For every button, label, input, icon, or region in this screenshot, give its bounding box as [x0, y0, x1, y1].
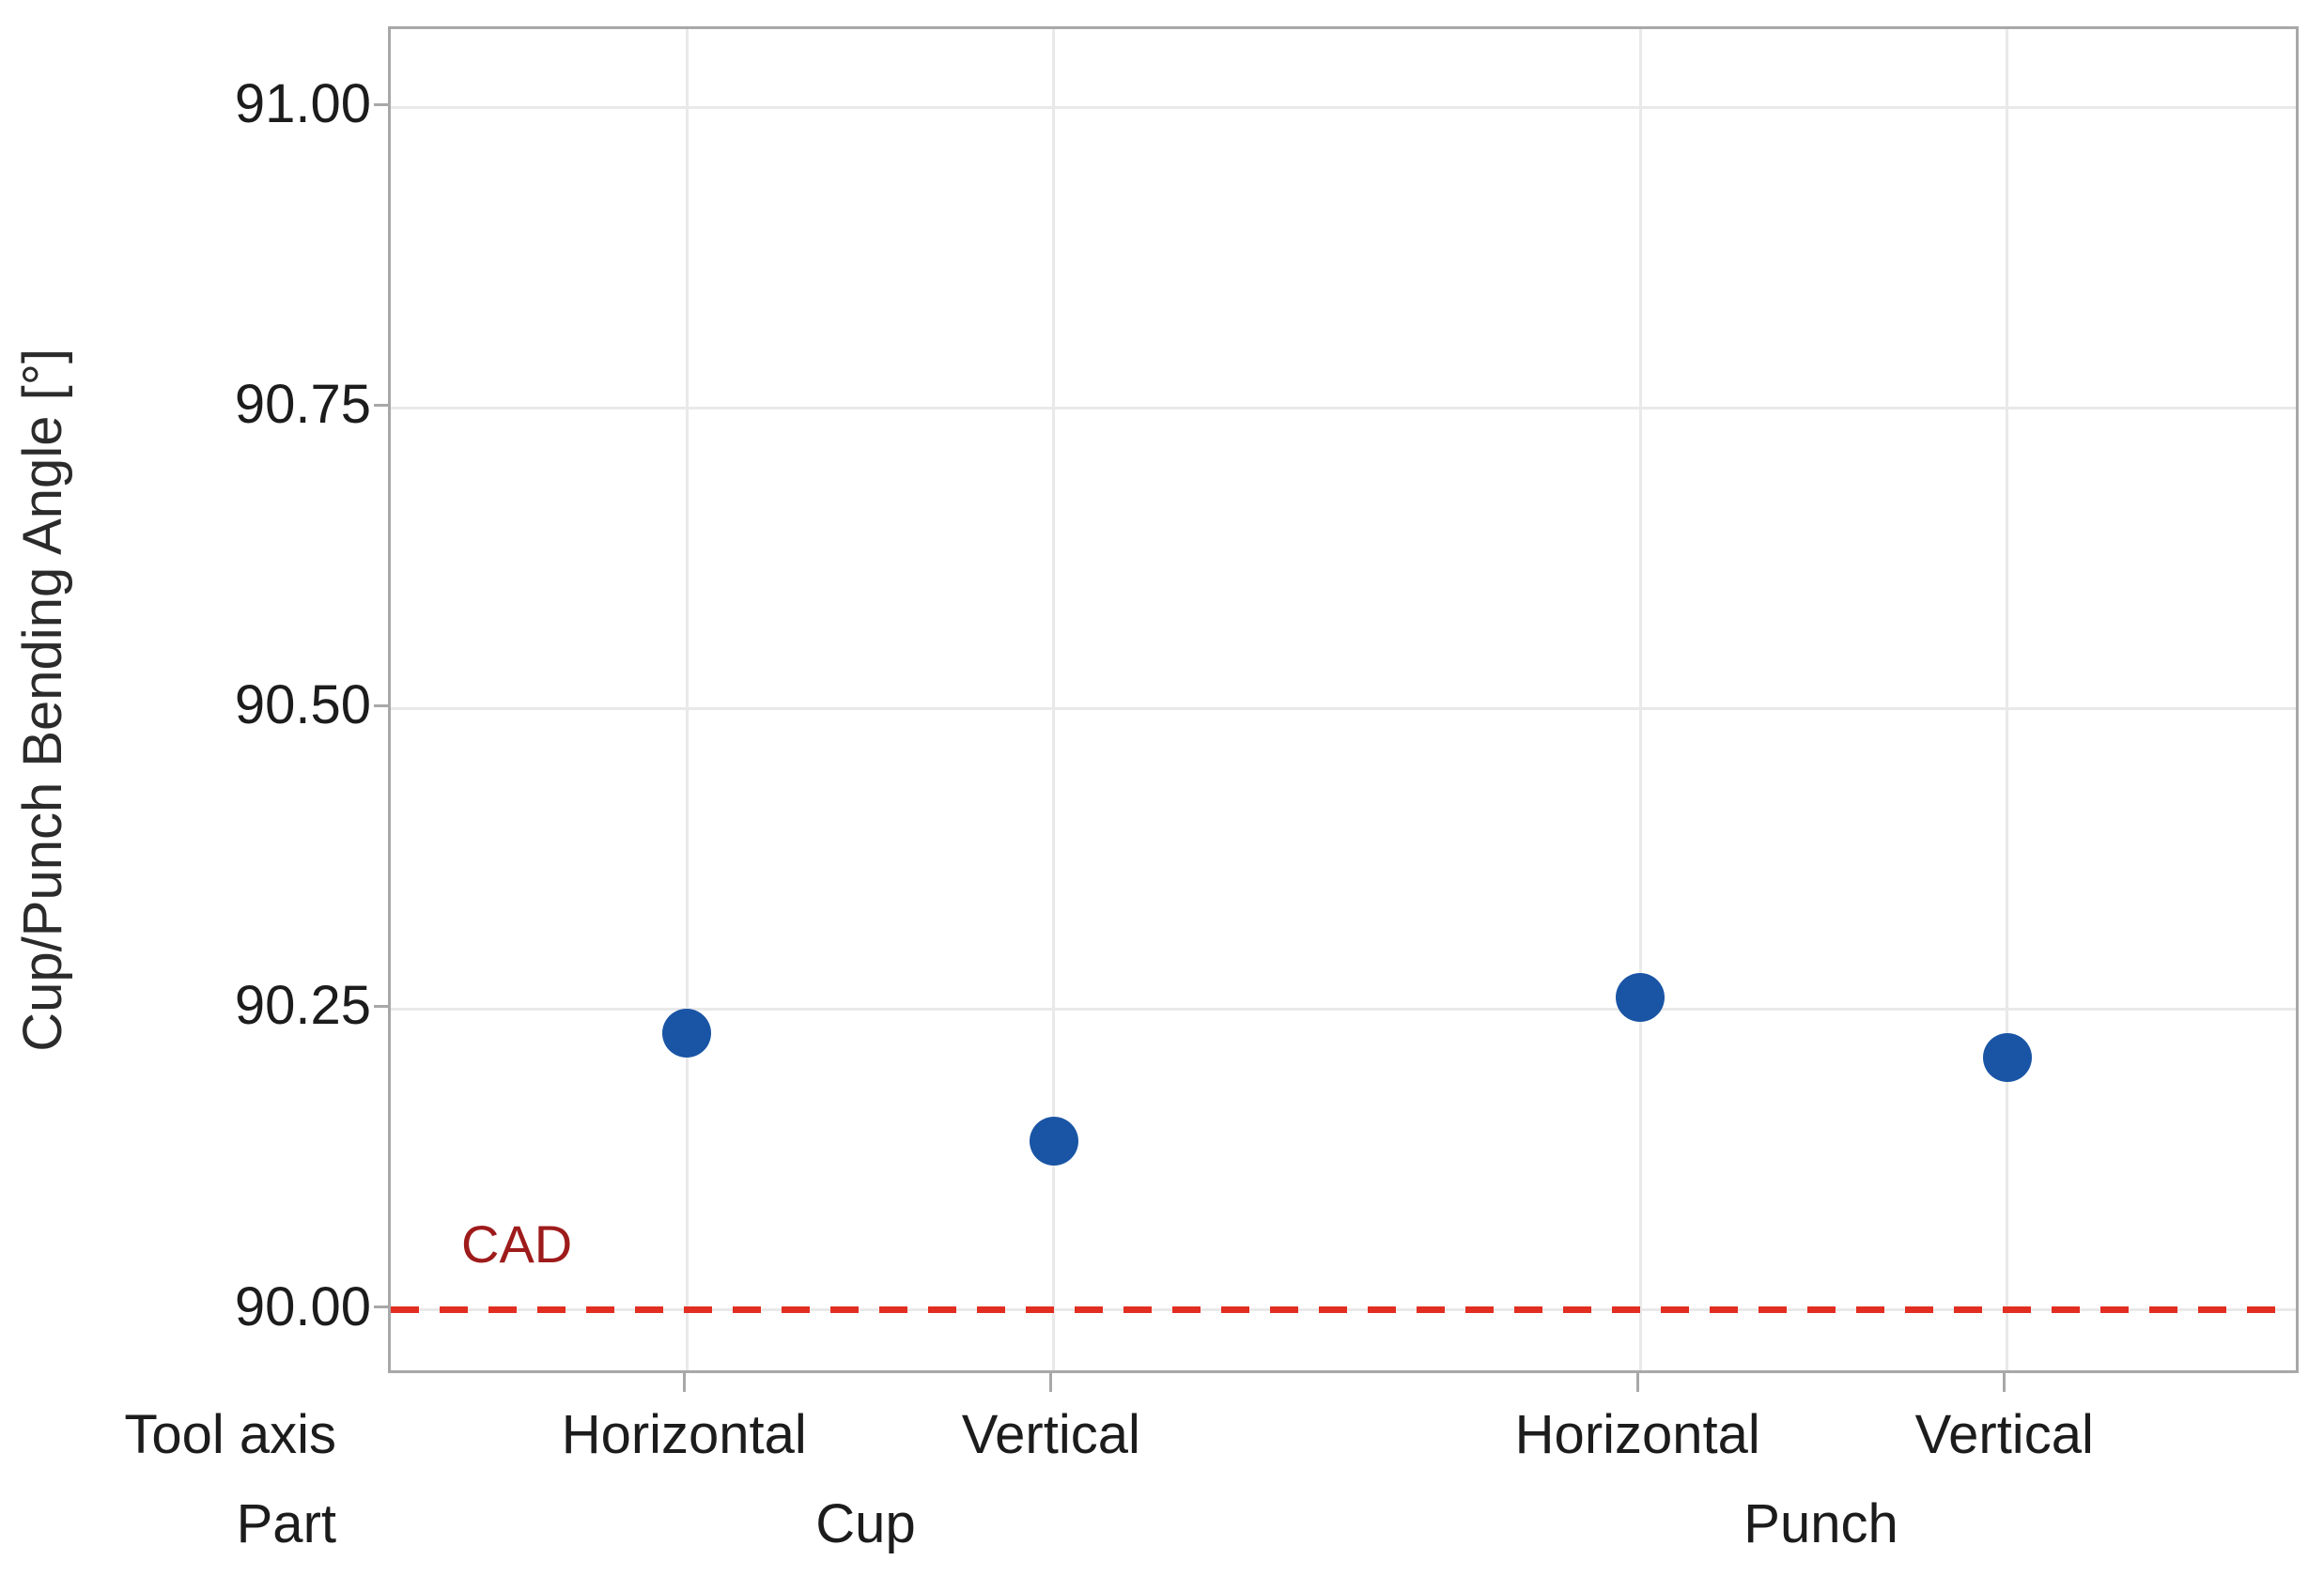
plot-area: CAD [388, 26, 2299, 1373]
y-axis-title-text: Cup/Punch Bending Angle [°] [12, 348, 73, 1052]
gridline-vertical [2006, 29, 2009, 1370]
y-tick-label: 90.00 [234, 1275, 371, 1337]
y-tick-label: 90.25 [234, 975, 371, 1037]
data-point [662, 1009, 712, 1058]
x-category-label: Vertical [1914, 1404, 2094, 1465]
y-axis-title: Cup/Punch Bending Angle [°] [6, 26, 81, 1373]
y-tick-label: 91.00 [234, 73, 371, 135]
data-point [1616, 972, 1666, 1022]
gridline-horizontal [391, 706, 2296, 710]
x-category-label: Horizontal [1514, 1404, 1760, 1465]
y-tick-label: 90.75 [234, 374, 371, 436]
x-group-label: Cup [815, 1493, 916, 1554]
y-tick-label: 90.50 [234, 674, 371, 736]
x-axis-row-label-tool-axis: Tool axis [124, 1404, 336, 1465]
gridline-vertical [685, 29, 689, 1370]
gridline-horizontal [391, 105, 2296, 109]
data-point [1982, 1032, 2032, 1082]
x-tick-mark [2003, 1373, 2006, 1392]
gridline-horizontal [391, 1007, 2296, 1011]
data-point [1029, 1117, 1078, 1167]
x-tick-mark [1635, 1373, 1639, 1392]
y-tick-mark [374, 1004, 388, 1008]
y-tick-mark [374, 403, 388, 407]
x-tick-mark [1049, 1373, 1053, 1392]
reference-line-label: CAD [461, 1214, 573, 1274]
y-tick-mark [374, 703, 388, 707]
gridline-vertical [1638, 29, 1642, 1370]
x-category-label: Horizontal [561, 1404, 807, 1465]
reference-line [391, 1306, 2296, 1314]
x-category-label: Vertical [961, 1404, 1140, 1465]
gridline-horizontal [391, 406, 2296, 409]
gridline-vertical [1052, 29, 1056, 1370]
x-axis-row-label-part: Part [236, 1493, 336, 1554]
y-tick-mark [374, 1306, 388, 1309]
x-tick-mark [682, 1373, 686, 1392]
x-group-label: Punch [1743, 1493, 1898, 1554]
y-tick-mark [374, 102, 388, 106]
